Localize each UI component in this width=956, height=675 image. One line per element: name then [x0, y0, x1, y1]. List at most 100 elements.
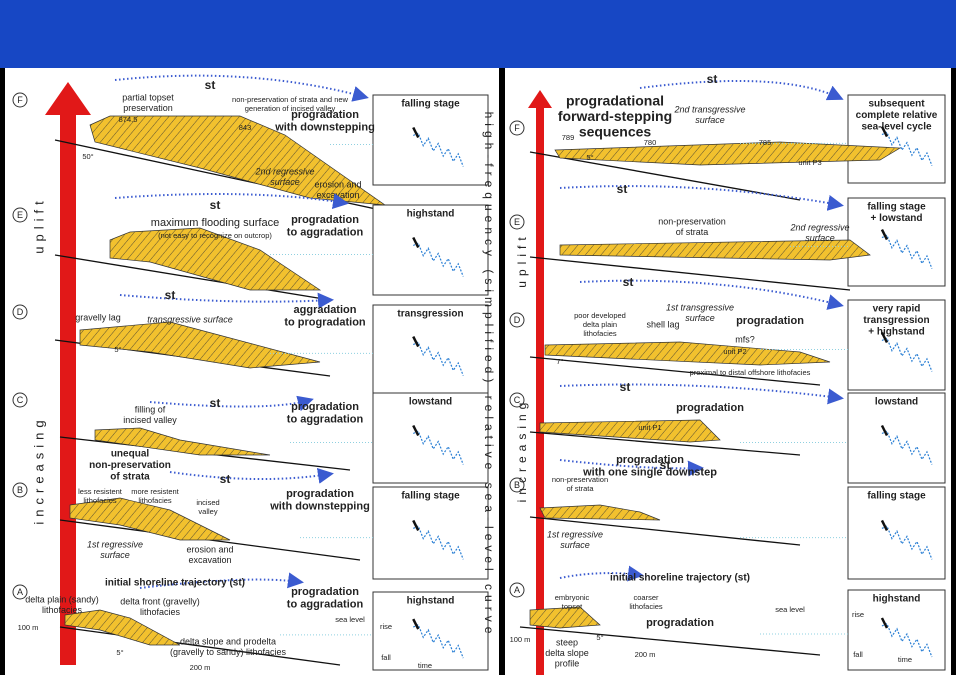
- box-title: highstand: [873, 594, 921, 605]
- annotation: 1st regressive: [547, 529, 603, 539]
- annotation: st: [165, 288, 176, 302]
- annotation: non-preservation: [658, 216, 726, 226]
- header-band: [0, 0, 956, 68]
- vertical-label: uplift: [31, 196, 46, 253]
- process-label: progradation: [291, 214, 359, 226]
- stage-letter: A: [514, 585, 520, 595]
- annotation: delta front (gravelly): [120, 596, 200, 606]
- annotation: profile: [555, 658, 580, 668]
- annotation: of strata: [676, 227, 709, 237]
- stage-letter: E: [17, 210, 23, 220]
- annotation: surface: [685, 313, 715, 323]
- annotation: 200 m: [190, 663, 211, 672]
- annotation: (not easy to recognize on outcrop): [158, 231, 272, 240]
- annotation: topset: [562, 602, 583, 611]
- annotation: st: [210, 198, 221, 212]
- annotation: 5°: [596, 633, 603, 642]
- annotation: delta plain (sandy): [25, 594, 99, 604]
- annotation: st: [220, 472, 231, 486]
- annotation: delta plain: [583, 320, 617, 329]
- annotation: surface: [805, 233, 835, 243]
- annotation: incised valley: [123, 415, 177, 425]
- annotation: unit P3: [798, 158, 821, 167]
- annotation: sea level: [335, 615, 365, 624]
- box-title: + lowstand: [871, 213, 923, 224]
- process-label: to progradation: [284, 316, 366, 328]
- annotation: initial shoreline trajectory (st): [610, 573, 750, 584]
- box-title: highstand: [407, 209, 455, 220]
- annotation: preservation: [123, 103, 173, 113]
- annotation: excavation: [188, 555, 231, 565]
- box-title: sea-level cycle: [861, 122, 931, 133]
- annotation: delta slope and prodelta: [180, 636, 276, 646]
- vertical-label: high-frequency (simplified) relative sea…: [482, 112, 496, 639]
- annotation: 1st transgressive: [666, 302, 734, 312]
- annotation: erosion and: [186, 544, 233, 554]
- process-label: with downstepping: [274, 121, 375, 133]
- annotation: of strata: [110, 472, 150, 483]
- annotation: st: [623, 275, 634, 289]
- annotation: lithofacies: [583, 329, 617, 338]
- annotation: lithofacies: [42, 605, 83, 615]
- page: falling stage Fprogradation with downstepp…: [0, 0, 956, 675]
- annotation: time: [418, 661, 432, 670]
- stage-letter: B: [17, 485, 23, 495]
- box-title: very rapid: [873, 304, 921, 315]
- annotation: more resistent: [131, 487, 179, 496]
- annotation: time: [898, 655, 912, 664]
- annotation: delta slope: [545, 648, 589, 658]
- annotation: surface: [100, 550, 130, 560]
- process-label: progradational: [566, 93, 664, 109]
- annotation: 7°: [556, 357, 563, 366]
- annotation: less resistent: [78, 487, 123, 496]
- box-title: lowstand: [409, 397, 452, 408]
- annotation: rise: [852, 610, 864, 619]
- annotation: excavation: [316, 190, 359, 200]
- annotation: partial topset: [122, 92, 174, 102]
- annotation: st: [620, 380, 631, 394]
- vertical-label: uplift: [515, 232, 529, 287]
- annotation: surface: [270, 177, 300, 187]
- process-label: forward-stepping: [558, 108, 672, 124]
- annotation: 5°: [114, 345, 121, 354]
- box-title: transgression: [397, 309, 463, 320]
- annotation: 200 m: [635, 650, 656, 659]
- annotation: 100 m: [510, 635, 531, 644]
- annotation: fall: [853, 650, 863, 659]
- annotation: transgressive surface: [147, 314, 233, 324]
- annotation: 2nd regressive: [789, 222, 849, 232]
- stage-letter: A: [17, 587, 23, 597]
- process-label: to aggradation: [287, 598, 364, 610]
- process-label: with downstepping: [269, 500, 370, 512]
- annotation: 5°: [116, 648, 123, 657]
- annotation: mfs?: [735, 334, 755, 344]
- box-title: transgression: [863, 315, 929, 326]
- process-label: progradation: [291, 586, 359, 598]
- box-title: falling stage: [867, 491, 926, 502]
- vertical-label: increasing: [31, 415, 46, 524]
- process-label: aggradation: [294, 304, 357, 316]
- annotation: rise: [380, 622, 392, 631]
- annotation: fall: [381, 653, 391, 662]
- box-title: + highstand: [868, 327, 924, 338]
- annotation: filling of: [135, 404, 166, 414]
- stage-letter: E: [514, 217, 520, 227]
- annotation: st: [707, 72, 718, 86]
- annotation: unit P1: [638, 423, 661, 432]
- box-title: highstand: [407, 596, 455, 607]
- annotation: 2nd regressive: [254, 166, 314, 176]
- stage-letter: F: [17, 95, 23, 105]
- annotation: 785: [759, 138, 772, 147]
- vertical-label: increasing: [515, 398, 529, 503]
- annotation: lithofacies: [629, 602, 663, 611]
- process-label: progradation: [676, 402, 744, 414]
- annotation: incised: [196, 498, 219, 507]
- annotation: erosion and: [314, 179, 361, 189]
- annotation: st: [660, 458, 671, 472]
- annotation: 1st regressive: [87, 539, 143, 549]
- box-title: subsequent: [868, 99, 925, 110]
- annotation: steep: [556, 637, 578, 647]
- annotation: st: [205, 78, 216, 92]
- annotation: embryonic: [555, 593, 590, 602]
- process-label: progradation: [646, 617, 714, 629]
